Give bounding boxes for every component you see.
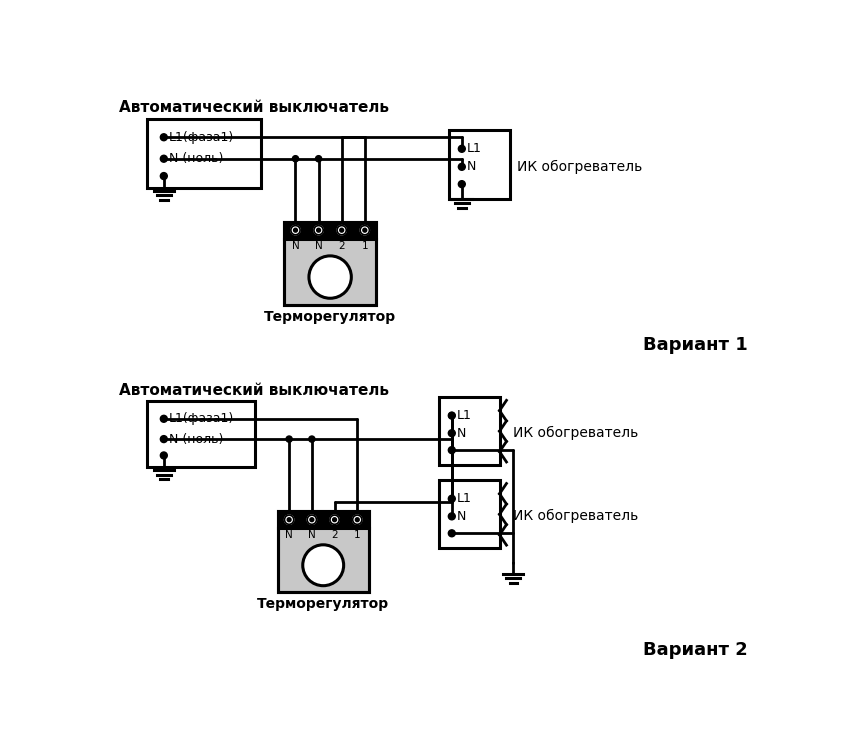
Circle shape [310,518,314,522]
Text: N: N [456,427,466,440]
Circle shape [448,496,456,502]
Circle shape [332,518,337,522]
Bar [278,511,369,592]
Circle shape [353,515,362,525]
Text: N: N [314,241,322,251]
Circle shape [363,228,366,232]
Text: 2: 2 [332,530,337,540]
Circle shape [161,134,167,141]
Text: 1: 1 [361,241,368,251]
Circle shape [458,164,465,170]
Bar [147,401,255,466]
Circle shape [161,173,167,179]
Text: N: N [292,241,299,251]
Circle shape [448,430,456,437]
Text: Вариант 2: Вариант 2 [643,641,747,659]
Text: ИК обогреватель: ИК обогреватель [513,510,638,523]
Circle shape [330,515,339,525]
Text: L1: L1 [456,409,471,422]
Circle shape [355,518,360,522]
Text: ИК обогреватель: ИК обогреватель [518,160,643,174]
Text: N (ноль): N (ноль) [169,153,224,165]
Text: Терморегулятор: Терморегулятор [258,597,389,612]
Text: Автоматический выключатель: Автоматический выключатель [119,383,389,399]
Circle shape [448,412,456,419]
Circle shape [309,256,351,298]
Circle shape [286,436,292,442]
Circle shape [303,545,343,586]
Text: N: N [308,530,315,540]
Bar [278,511,369,528]
Bar [284,239,377,305]
Circle shape [161,436,167,443]
Circle shape [291,225,300,235]
Bar [450,130,509,199]
Text: L1: L1 [456,493,471,505]
Circle shape [161,415,167,423]
Circle shape [337,225,346,235]
Text: L1: L1 [467,142,481,155]
Text: 1: 1 [354,530,360,540]
Circle shape [340,228,343,232]
Circle shape [285,515,294,525]
Text: N (ноль): N (ноль) [169,432,224,446]
Circle shape [448,513,456,520]
Text: N: N [456,510,466,523]
Circle shape [449,412,455,419]
Circle shape [448,446,456,454]
Bar [147,118,261,187]
Bar [278,528,369,592]
Text: Вариант 1: Вариант 1 [643,336,747,353]
Circle shape [317,228,320,232]
Circle shape [360,225,370,235]
Text: ИК обогреватель: ИК обогреватель [513,426,638,440]
Circle shape [292,155,298,161]
Bar [439,397,500,465]
Text: N: N [467,160,476,173]
Circle shape [161,452,167,459]
Bar [284,222,377,305]
Circle shape [315,155,321,161]
Bar [284,222,377,239]
Text: N: N [286,530,293,540]
Text: Терморегулятор: Терморегулятор [264,310,396,324]
Text: L1(фаза1): L1(фаза1) [169,412,235,426]
Text: Автоматический выключатель: Автоматический выключатель [119,100,389,115]
Circle shape [314,225,323,235]
Circle shape [293,228,298,232]
Circle shape [307,515,316,525]
Bar [439,481,500,548]
Circle shape [161,155,167,162]
Circle shape [458,145,465,153]
Text: L1(фаза1): L1(фаза1) [169,131,235,144]
Circle shape [287,518,291,522]
Text: 2: 2 [338,241,345,251]
Circle shape [309,436,315,442]
Circle shape [448,530,456,536]
Circle shape [458,181,465,187]
